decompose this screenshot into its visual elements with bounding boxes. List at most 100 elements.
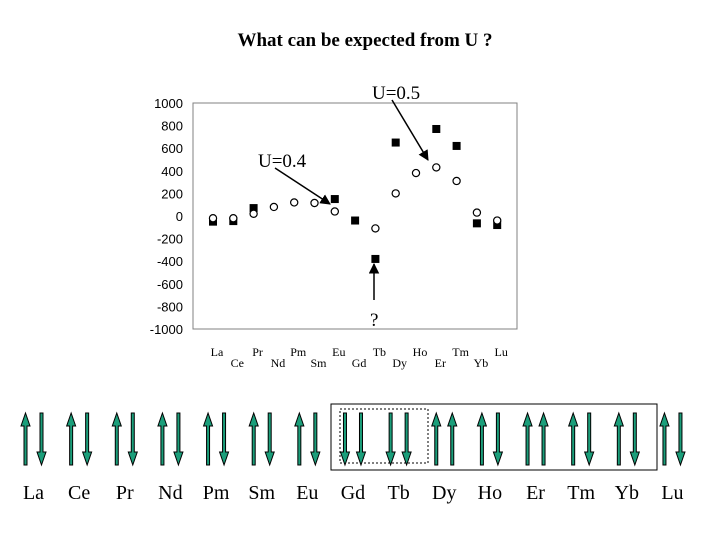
spin-up-arrow (202, 411, 214, 466)
spin-up-arrow (567, 411, 579, 466)
circle-point (229, 214, 238, 223)
element-label: Dy (432, 482, 457, 504)
square-point (371, 254, 380, 263)
element-label: Ho (477, 482, 503, 504)
spin-down-arrow (36, 412, 47, 467)
y-tick-label: 600 (161, 141, 183, 156)
x-tick-label: Nd (271, 356, 286, 370)
x-tick-label: Eu (332, 345, 345, 359)
circle-point (249, 209, 258, 218)
spin-down-arrow (310, 412, 321, 467)
spin-up-arrow (248, 411, 259, 466)
spin-down-arrow (173, 412, 184, 467)
square-point (249, 204, 258, 213)
y-axis-ticks: 1000 800 600 400 200 0 -200 -400 -600 -800 -1000 (150, 96, 183, 337)
spin-down-arrow (127, 412, 138, 467)
y-tick-label: 400 (161, 164, 183, 179)
element-label: Yb (614, 482, 640, 504)
element-label: Pr (115, 482, 134, 504)
y-tick-label: -800 (157, 299, 183, 314)
x-tick-label: Tb (373, 345, 386, 359)
y-tick-label: 800 (161, 119, 183, 134)
spin-up-arrow (65, 411, 77, 466)
spin-arrows (20, 411, 686, 467)
x-tick-label: Lu (495, 345, 508, 359)
x-tick-label: Pm (290, 345, 307, 359)
square-point (472, 219, 481, 228)
element-label: Eu (296, 482, 319, 504)
element-label: Ce (68, 482, 91, 504)
circle-point (310, 198, 319, 208)
y-tick-label: -1000 (150, 322, 183, 337)
element-label: Lu (661, 482, 684, 504)
spin-down-arrow (583, 412, 595, 467)
spin-up-arrow (294, 411, 305, 466)
annotation-u05: U=0.5 (372, 83, 420, 104)
element-label: Sm (248, 482, 276, 504)
highlight-box-outer (330, 403, 658, 471)
annotation-u04: U=0.4 (258, 151, 307, 172)
element-label: La (22, 482, 45, 504)
annotation-arrow-u04 (274, 167, 331, 205)
y-tick-label: 0 (176, 209, 183, 224)
circle-point (411, 168, 421, 178)
highlight-box-dashed (339, 408, 429, 464)
x-tick-label: Yb (474, 356, 489, 370)
x-tick-label: Ce (231, 356, 244, 370)
x-tick-label: Ho (413, 345, 428, 359)
data-points (208, 124, 502, 263)
spin-up-arrow (522, 411, 533, 466)
spin-down-arrow (401, 412, 412, 467)
circle-point (391, 189, 400, 198)
x-tick-label: Pr (252, 345, 263, 359)
spin-up-arrow (447, 411, 458, 466)
circle-point (269, 202, 279, 212)
spin-down-arrow (81, 412, 93, 467)
x-tick-label: Tm (452, 345, 469, 359)
element-label: Nd (158, 482, 183, 504)
spin-down-arrow (355, 412, 367, 467)
element-label: Tm (567, 482, 596, 504)
spin-down-arrow (385, 412, 396, 467)
square-point (432, 124, 441, 133)
spin-up-arrow (476, 411, 488, 466)
y-tick-label: -400 (157, 254, 183, 269)
x-tick-label: Er (435, 356, 446, 370)
element-label: Tb (387, 482, 410, 504)
spin-down-arrow (492, 412, 504, 467)
circle-point (330, 207, 339, 216)
square-point (351, 216, 360, 225)
spin-up-arrow (431, 411, 442, 466)
y-tick-label: 1000 (154, 96, 183, 111)
square-point (493, 221, 502, 230)
spin-up-arrow (538, 411, 549, 466)
y-tick-label: -600 (157, 277, 183, 292)
x-tick-label: La (211, 345, 224, 359)
spin-up-arrow (157, 411, 168, 466)
y-tick-label: -200 (157, 232, 183, 247)
x-tick-label: Dy (392, 356, 407, 370)
circle-point (432, 163, 441, 172)
circle-point (493, 216, 502, 225)
slide-title: What can be expected from U ? (237, 30, 493, 51)
circle-point (290, 198, 299, 207)
x-tick-label: Sm (310, 356, 327, 370)
spin-down-arrow (264, 412, 275, 467)
square-point (391, 138, 400, 147)
spin-down-arrow (218, 412, 230, 467)
spin-down-arrow (339, 412, 351, 467)
square-point (330, 195, 339, 204)
annotations: U=0.5 U=0.4 ? (258, 83, 429, 331)
spin-up-arrow (20, 411, 31, 466)
spin-up-arrow (613, 411, 625, 466)
element-label: Er (526, 482, 545, 504)
spin-up-arrow (111, 411, 122, 466)
scatter-chart: 1000 800 600 400 200 0 -200 -400 -600 -800 -1000 L… (150, 83, 518, 370)
y-tick-label: 200 (161, 186, 183, 201)
circle-point (472, 208, 482, 217)
square-point (452, 141, 461, 150)
spin-down-arrow (629, 412, 641, 467)
spin-down-arrow (675, 412, 686, 467)
